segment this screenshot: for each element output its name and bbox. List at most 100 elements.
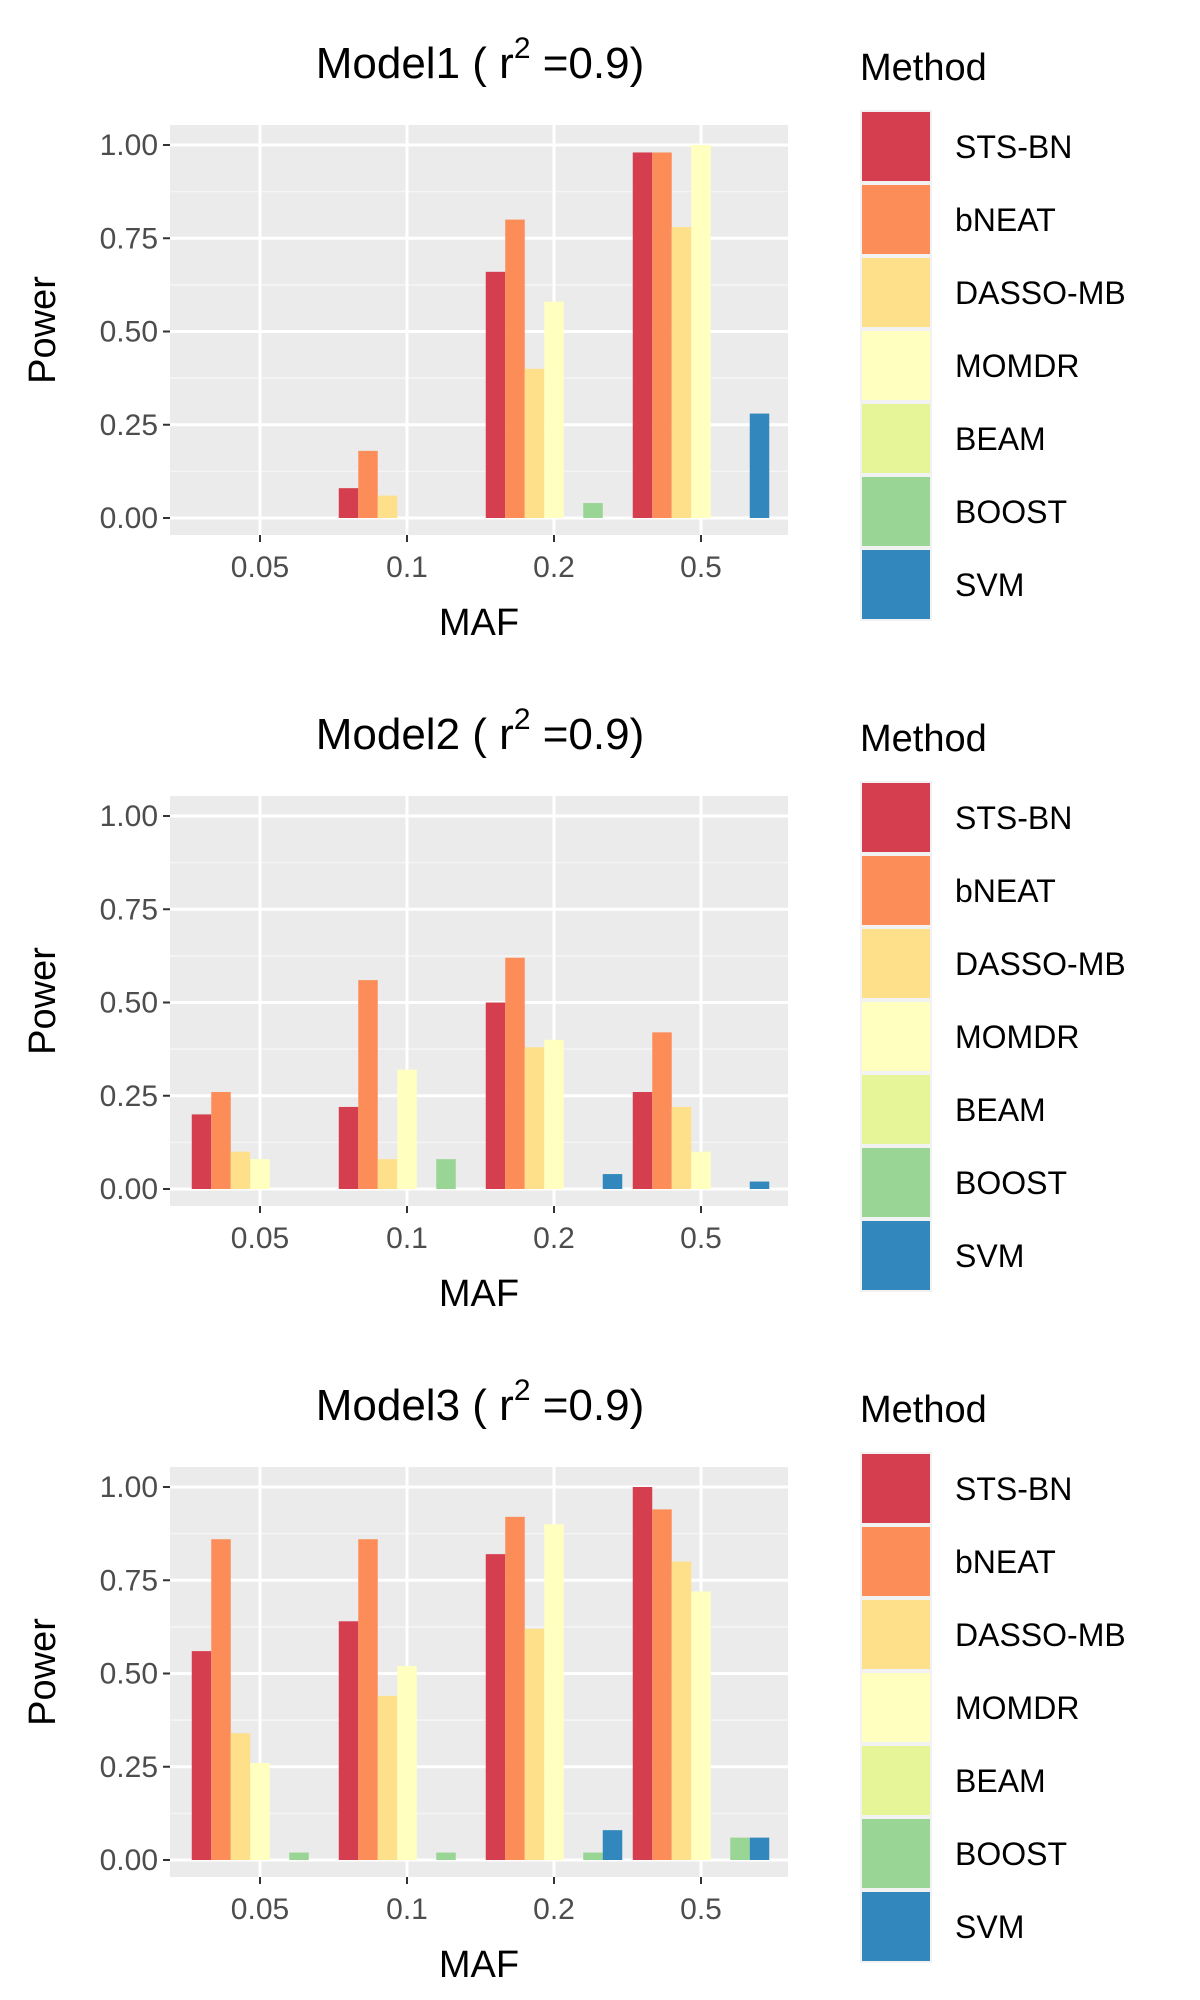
- bar-momdr-0.2: [544, 1524, 564, 1860]
- bar-bneat-0.1: [358, 980, 378, 1189]
- y-axis-title: Power: [22, 947, 64, 1055]
- bar-sts-bn-0.2: [485, 271, 506, 518]
- bar-sts-bn-0.2: [485, 1002, 506, 1189]
- legend-swatch-boost: [862, 477, 930, 546]
- legend-swatch-boost: [862, 1819, 930, 1888]
- legend-label-dasso-mb: DASSO-MB: [955, 275, 1126, 311]
- legend-swatch-boost: [862, 1148, 930, 1217]
- bar-svm-0.2: [602, 1830, 623, 1860]
- chart-panel-2: Model2 ( r2 =0.9) 0.00 0.25 0.50 0.75 1.00 0.0…: [22, 703, 1126, 1315]
- y-tick-label: 0.25: [100, 1080, 158, 1113]
- y-tick-label: 0.75: [100, 1564, 158, 1597]
- bar-sts-bn-0.5: [632, 1487, 653, 1860]
- y-tick-label: 1.00: [100, 129, 158, 162]
- legend-swatch-svm: [862, 1221, 930, 1290]
- legend-label-svm: SVM: [955, 1909, 1024, 1945]
- x-tick-label: 0.2: [533, 1222, 575, 1255]
- bar-bneat-0.2: [505, 219, 525, 518]
- chart-title: Model1 ( r2 =0.9): [316, 32, 645, 88]
- bar-momdr-0.5: [691, 145, 711, 518]
- bar-dasso-mb-0.5: [671, 1561, 692, 1860]
- chart-title-model: Model1: [316, 39, 473, 88]
- x-tick-label: 0.2: [533, 1893, 575, 1926]
- legend: Method STS-BN bNEAT DASSO-MB MOMDR BEAM BOOST S…: [860, 718, 1126, 1292]
- bar-momdr-0.05: [250, 1159, 270, 1189]
- x-tick-label: 0.05: [231, 1222, 289, 1255]
- legend-label-boost: BOOST: [955, 1836, 1067, 1872]
- bar-boost-0.1: [436, 1852, 456, 1860]
- legend-label-boost: BOOST: [955, 494, 1067, 530]
- y-axis-title: Power: [22, 276, 64, 384]
- legend-label-sts-bn: STS-BN: [955, 1471, 1072, 1507]
- bar-momdr-0.05: [250, 1763, 270, 1860]
- chart-title-model: Model2: [316, 710, 473, 759]
- bar-dasso-mb-0.1: [377, 1695, 398, 1860]
- chart-title: Model2 ( r2 =0.9): [316, 703, 645, 759]
- chart-title-model: Model3: [316, 1381, 473, 1430]
- y-tick-label: 0.50: [100, 1658, 158, 1691]
- bar-momdr-0.1: [397, 1069, 417, 1189]
- y-tick-label: 0.25: [100, 1751, 158, 1784]
- legend-swatch-bneat: [862, 856, 930, 925]
- bar-momdr-0.2: [544, 301, 564, 518]
- bar-dasso-mb-0.05: [230, 1151, 251, 1189]
- chart-title-paren: ( r: [472, 710, 514, 759]
- bar-dasso-mb-0.2: [524, 1628, 545, 1860]
- chart-title-superscript: 2: [514, 32, 531, 65]
- x-axis-title: MAF: [439, 602, 519, 644]
- y-tick-label: 0.00: [100, 1844, 158, 1877]
- bar-boost-0.05: [289, 1852, 309, 1860]
- legend-label-sts-bn: STS-BN: [955, 129, 1072, 165]
- bar-svm-0.2: [602, 1174, 623, 1189]
- y-tick-label: 0.25: [100, 409, 158, 442]
- bar-bneat-0.1: [358, 450, 378, 518]
- chart-title-value: =0.9): [531, 1381, 645, 1430]
- legend-label-momdr: MOMDR: [955, 1019, 1079, 1055]
- legend-swatch-bneat: [862, 185, 930, 254]
- legend-swatch-momdr: [862, 1002, 930, 1071]
- legend-label-dasso-mb: DASSO-MB: [955, 946, 1126, 982]
- legend-swatch-svm: [862, 550, 930, 619]
- x-tick-label: 0.5: [680, 1222, 722, 1255]
- x-axis-title: MAF: [439, 1944, 519, 1986]
- bar-bneat-0.1: [358, 1539, 378, 1860]
- bar-sts-bn-0.5: [632, 152, 653, 518]
- y-tick-label: 0.75: [100, 893, 158, 926]
- legend-swatch-dasso-mb: [862, 258, 930, 327]
- legend-label-bneat: bNEAT: [955, 1544, 1056, 1580]
- x-tick-label: 0.5: [680, 1893, 722, 1926]
- legend-swatch-dasso-mb: [862, 929, 930, 998]
- bar-bneat-0.2: [505, 1516, 525, 1860]
- legend-title: Method: [860, 47, 987, 89]
- bar-sts-bn-0.1: [338, 488, 359, 518]
- y-tick-label: 1.00: [100, 800, 158, 833]
- legend-swatch-beam: [862, 1075, 930, 1144]
- legend-label-dasso-mb: DASSO-MB: [955, 1617, 1126, 1653]
- legend-label-svm: SVM: [955, 567, 1024, 603]
- chart-panel-1: Model1 ( r2 =0.9) 0.00 0.25 0.50 0.75 1.00 0.0…: [22, 32, 1126, 644]
- legend-swatch-sts-bn: [862, 112, 930, 181]
- chart-title-superscript: 2: [514, 703, 531, 736]
- bar-sts-bn-0.05: [191, 1114, 212, 1189]
- chart-title: Model3 ( r2 =0.9): [316, 1374, 645, 1430]
- legend-label-bneat: bNEAT: [955, 873, 1056, 909]
- bar-dasso-mb-0.5: [671, 227, 692, 518]
- bar-svm-0.5: [749, 1181, 770, 1189]
- legend-title: Method: [860, 1389, 987, 1431]
- bar-bneat-0.5: [652, 152, 672, 518]
- x-tick-label: 0.2: [533, 551, 575, 584]
- x-tick-label: 0.1: [386, 1222, 428, 1255]
- bar-sts-bn-0.1: [338, 1106, 359, 1189]
- x-axis-title: MAF: [439, 1273, 519, 1315]
- bar-bneat-0.05: [211, 1092, 231, 1189]
- bar-dasso-mb-0.2: [524, 1047, 545, 1189]
- legend-swatch-momdr: [862, 1673, 930, 1742]
- x-tick-label: 0.05: [231, 551, 289, 584]
- chart-title-value: =0.9): [531, 710, 645, 759]
- legend-swatch-sts-bn: [862, 1454, 930, 1523]
- bar-bneat-0.2: [505, 957, 525, 1189]
- bar-momdr-0.5: [691, 1591, 711, 1860]
- legend-swatch-svm: [862, 1892, 930, 1961]
